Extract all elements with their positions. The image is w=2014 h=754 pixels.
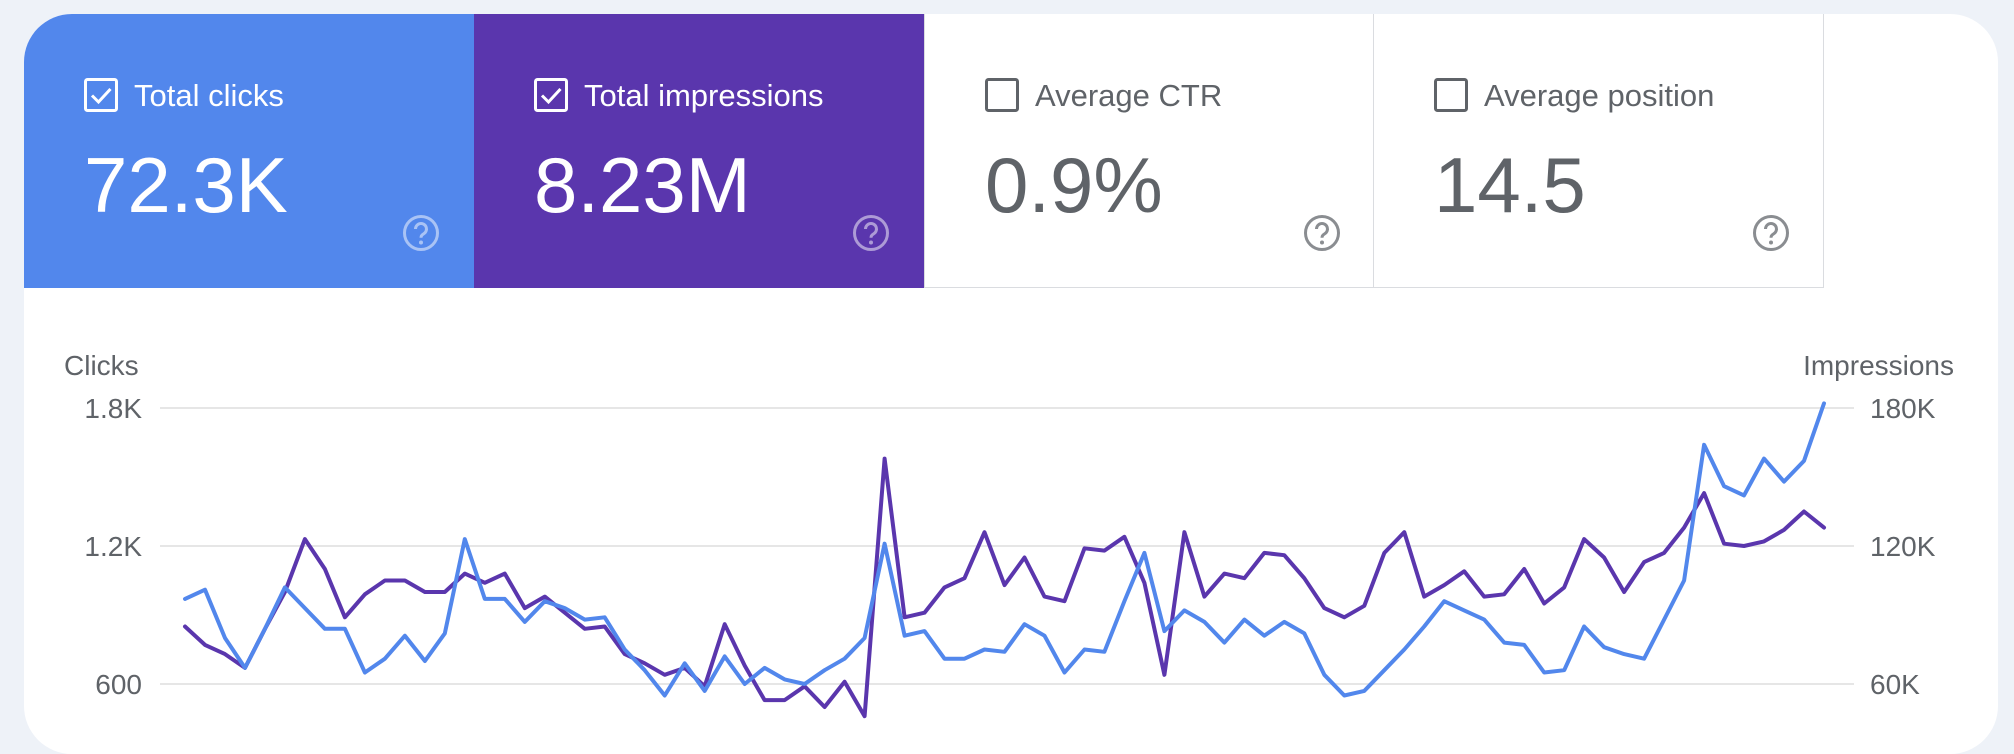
series-lines xyxy=(183,401,1826,719)
series-line-clicks[interactable] xyxy=(183,401,1826,698)
help-circle-icon[interactable] xyxy=(402,214,440,252)
card-average-position[interactable]: Average position 14.5 xyxy=(1374,14,1824,288)
performance-panel: Total clicks 72.3K Total impressions 8.2… xyxy=(24,14,1998,754)
axis-ticks: 1.8K 1.2K 600 180K 120K 60K xyxy=(84,393,1935,700)
card-average-ctr[interactable]: Average CTR 0.9% xyxy=(924,14,1374,288)
card-value: 14.5 xyxy=(1434,141,1586,229)
card-value: 72.3K xyxy=(84,141,288,229)
card-label: Average CTR xyxy=(1035,78,1223,113)
help-circle-icon[interactable] xyxy=(1303,214,1341,252)
card-total-impressions[interactable]: Total impressions 8.23M xyxy=(474,14,924,288)
card-value: 8.23M xyxy=(534,141,751,229)
card-label: Total impressions xyxy=(584,78,824,113)
card-label: Total clicks xyxy=(134,78,284,113)
checkbox-icon[interactable] xyxy=(84,78,118,112)
metric-cards: Total clicks 72.3K Total impressions 8.2… xyxy=(24,14,1824,288)
card-label: Average position xyxy=(1484,78,1715,113)
left-tick-label: 1.2K xyxy=(84,531,142,562)
series-line-impressions[interactable] xyxy=(183,456,1826,719)
right-tick-label: 120K xyxy=(1870,531,1936,562)
performance-chart: Clicks Impressions 1.8K 1.2K 600 180K 120K 60… xyxy=(64,350,1954,719)
right-tick-label: 60K xyxy=(1870,669,1920,700)
card-total-clicks[interactable]: Total clicks 72.3K xyxy=(24,14,474,288)
checkbox-icon[interactable] xyxy=(985,78,1019,112)
help-circle-icon[interactable] xyxy=(1752,214,1790,252)
checkbox-icon[interactable] xyxy=(534,78,568,112)
card-value: 0.9% xyxy=(985,141,1163,229)
grid xyxy=(160,407,1854,685)
right-tick-label: 180K xyxy=(1870,393,1936,424)
left-tick-label: 600 xyxy=(95,669,142,700)
left-axis-label: Clicks xyxy=(64,350,139,381)
right-axis-label: Impressions xyxy=(1803,350,1954,381)
left-tick-label: 1.8K xyxy=(84,393,142,424)
checkbox-icon[interactable] xyxy=(1434,78,1468,112)
help-circle-icon[interactable] xyxy=(852,214,890,252)
